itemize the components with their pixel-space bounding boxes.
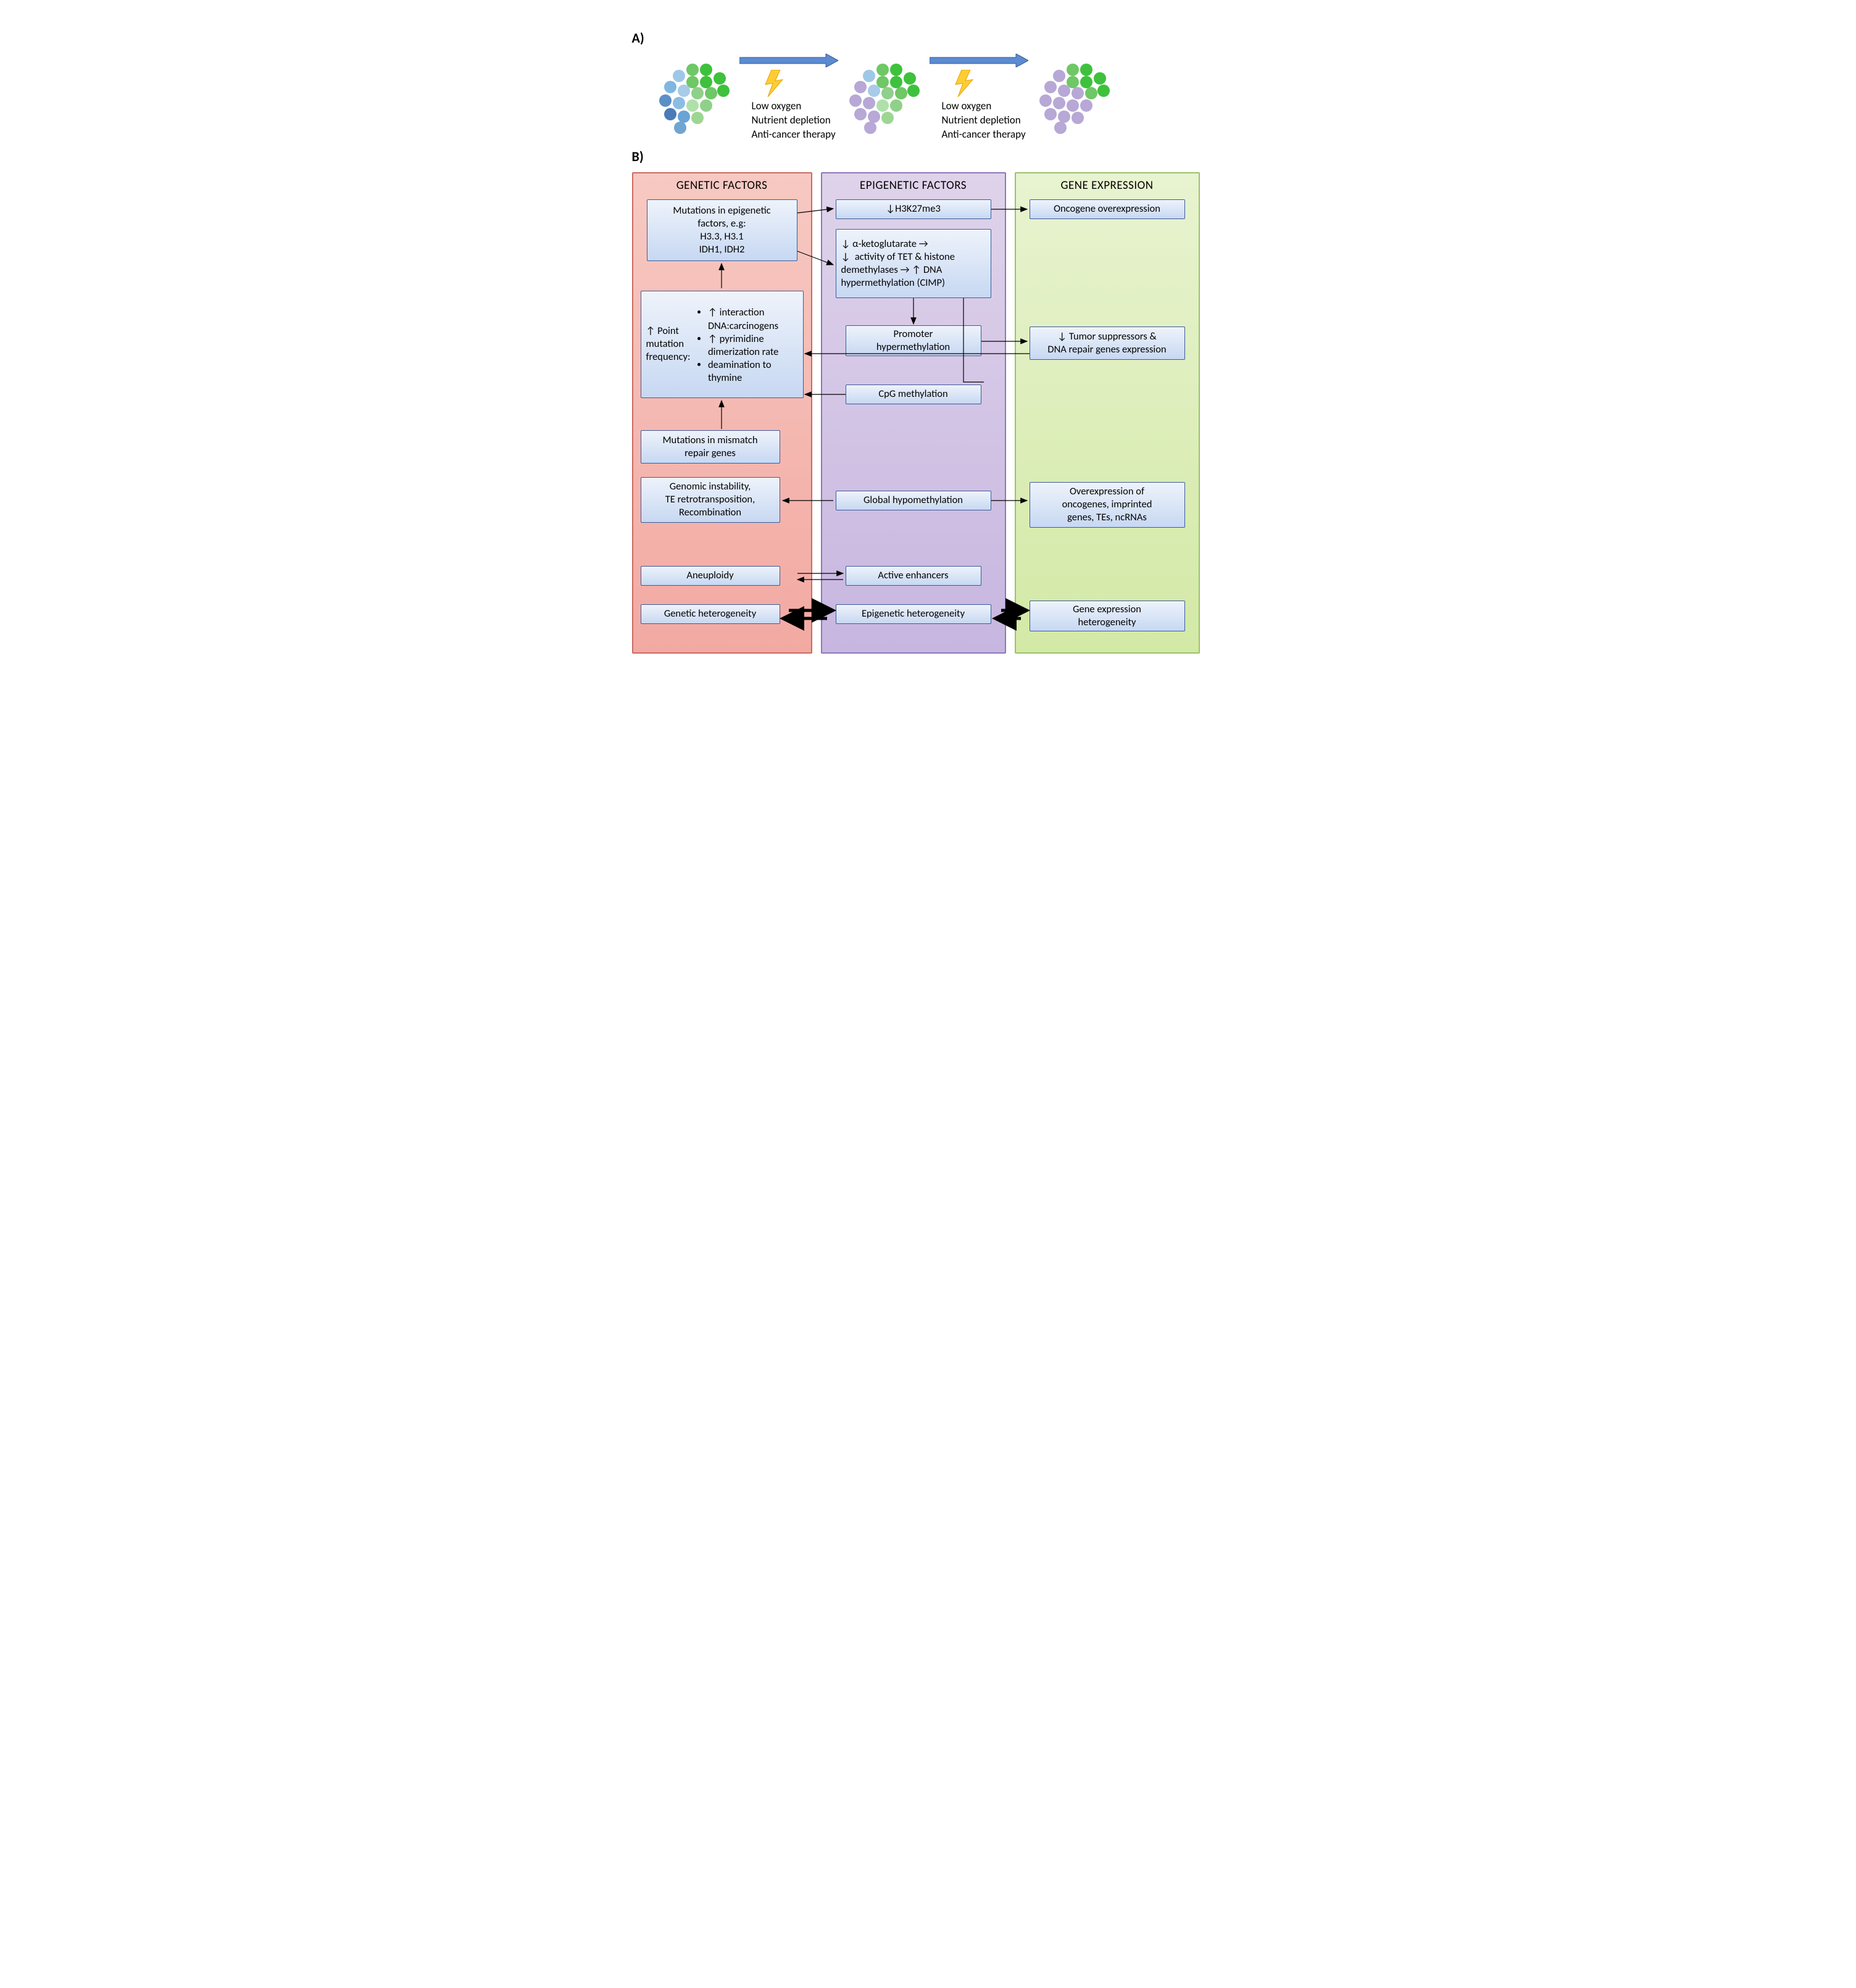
cell-dot — [890, 76, 902, 88]
cell-dot — [700, 99, 712, 112]
cell-dot — [876, 64, 889, 76]
node-hypo: Global hypomethylation — [836, 491, 991, 510]
cell-dot — [686, 64, 699, 76]
stress-list-1: Low oxygenNutrient depletionAnti-cancer … — [752, 99, 836, 142]
node-ge-het: Gene expressionheterogeneity — [1030, 601, 1185, 631]
cell-dot — [1080, 76, 1092, 88]
node-prom: Promoterhypermethylation — [846, 325, 981, 356]
cell-dot — [854, 81, 867, 93]
node-mut-epi: Mutations in epigeneticfactors, e.g:H3.3… — [647, 199, 797, 261]
cell-dot — [868, 85, 880, 97]
cell-dot — [673, 97, 685, 109]
node-epi-het: Epigenetic heterogeneity — [836, 604, 991, 624]
node-over-onc: Overexpression ofoncogenes, imprintedgen… — [1030, 482, 1185, 528]
column-header: EPIGENETIC FACTORS — [822, 173, 1005, 196]
node-instab: Genomic instability,TE retrotranspositio… — [641, 477, 780, 523]
cell-cluster-2 — [847, 64, 921, 131]
cell-dot — [864, 122, 876, 134]
cell-dot — [674, 122, 686, 134]
cell-dot — [717, 85, 730, 97]
cell-dot — [705, 87, 717, 99]
cell-dot — [1067, 99, 1079, 112]
cell-dot — [1058, 110, 1070, 123]
cell-dot — [678, 85, 690, 97]
cell-dot — [664, 108, 676, 120]
panel-a-label: A) — [632, 30, 1225, 46]
node-point-mut: ↑ Point mutationfrequency:↑ interaction … — [641, 291, 804, 398]
cell-dot — [1094, 72, 1106, 85]
node-akg: ↓ α-ketoglutarate →↓ activity of TET & h… — [836, 229, 991, 298]
node-aneu: Aneuploidy — [641, 566, 780, 586]
cell-dot — [659, 94, 672, 107]
cell-dot — [890, 64, 902, 76]
cell-dot — [1072, 87, 1084, 99]
cell-dot — [1044, 108, 1057, 120]
cell-dot — [714, 72, 726, 85]
cell-dot — [673, 70, 685, 82]
node-enh: Active enhancers — [846, 566, 981, 586]
cell-dot — [1080, 99, 1092, 112]
cell-dot — [1053, 97, 1065, 109]
cell-dot — [691, 112, 704, 124]
node-cpg: CpG methylation — [846, 385, 981, 404]
column-expression: GENE EXPRESSION — [1015, 172, 1200, 654]
panel-a-row: Low oxygenNutrient depletionAnti-cancer … — [632, 54, 1225, 142]
node-ts-dna: ↓ Tumor suppressors &DNA repair genes ex… — [1030, 326, 1185, 360]
cell-dot — [854, 108, 867, 120]
cell-dot — [868, 110, 880, 123]
column-header: GENE EXPRESSION — [1016, 173, 1199, 196]
panel-b: GENETIC FACTORS EPIGENETIC FACTORS GENE … — [632, 172, 1225, 654]
cell-dot — [863, 97, 875, 109]
cell-dot — [849, 94, 862, 107]
cell-dot — [1067, 64, 1079, 76]
cell-dot — [664, 81, 676, 93]
cell-dot — [1097, 85, 1110, 97]
cell-dot — [700, 64, 712, 76]
arrow-right-icon — [930, 54, 1028, 67]
cell-dot — [863, 70, 875, 82]
cell-dot — [890, 99, 902, 112]
cell-cluster-1 — [657, 64, 731, 131]
cell-dot — [678, 110, 690, 123]
stress-list-2: Low oxygenNutrient depletionAnti-cancer … — [942, 99, 1026, 142]
cell-dot — [904, 72, 916, 85]
cell-dot — [876, 99, 889, 112]
cell-dot — [881, 87, 894, 99]
cell-dot — [1058, 85, 1070, 97]
node-mismatch: Mutations in mismatchrepair genes — [641, 430, 780, 464]
column-header: GENETIC FACTORS — [633, 173, 811, 196]
transition-1: Low oxygenNutrient depletionAnti-cancer … — [739, 54, 838, 142]
cell-dot — [1053, 70, 1065, 82]
node-h3k27: ↓H3K27me3 — [836, 199, 991, 219]
panel-b-label: B) — [632, 148, 1225, 165]
lightning-icon — [764, 70, 785, 97]
node-gen-het: Genetic heterogeneity — [641, 604, 780, 624]
arrow-right-icon — [739, 54, 838, 67]
node-onc-over: Oncogene overexpression — [1030, 199, 1185, 219]
lightning-icon — [954, 70, 975, 97]
cell-dot — [700, 76, 712, 88]
cell-dot — [1080, 64, 1092, 76]
cell-dot — [1039, 94, 1052, 107]
cell-dot — [691, 87, 704, 99]
cell-dot — [895, 87, 907, 99]
cell-dot — [1085, 87, 1097, 99]
cell-dot — [1072, 112, 1084, 124]
cell-dot — [1044, 81, 1057, 93]
cell-dot — [907, 85, 920, 97]
transition-2: Low oxygenNutrient depletionAnti-cancer … — [930, 54, 1028, 142]
cell-dot — [686, 99, 699, 112]
cell-dot — [881, 112, 894, 124]
cell-dot — [1054, 122, 1067, 134]
cell-cluster-3 — [1037, 64, 1111, 131]
